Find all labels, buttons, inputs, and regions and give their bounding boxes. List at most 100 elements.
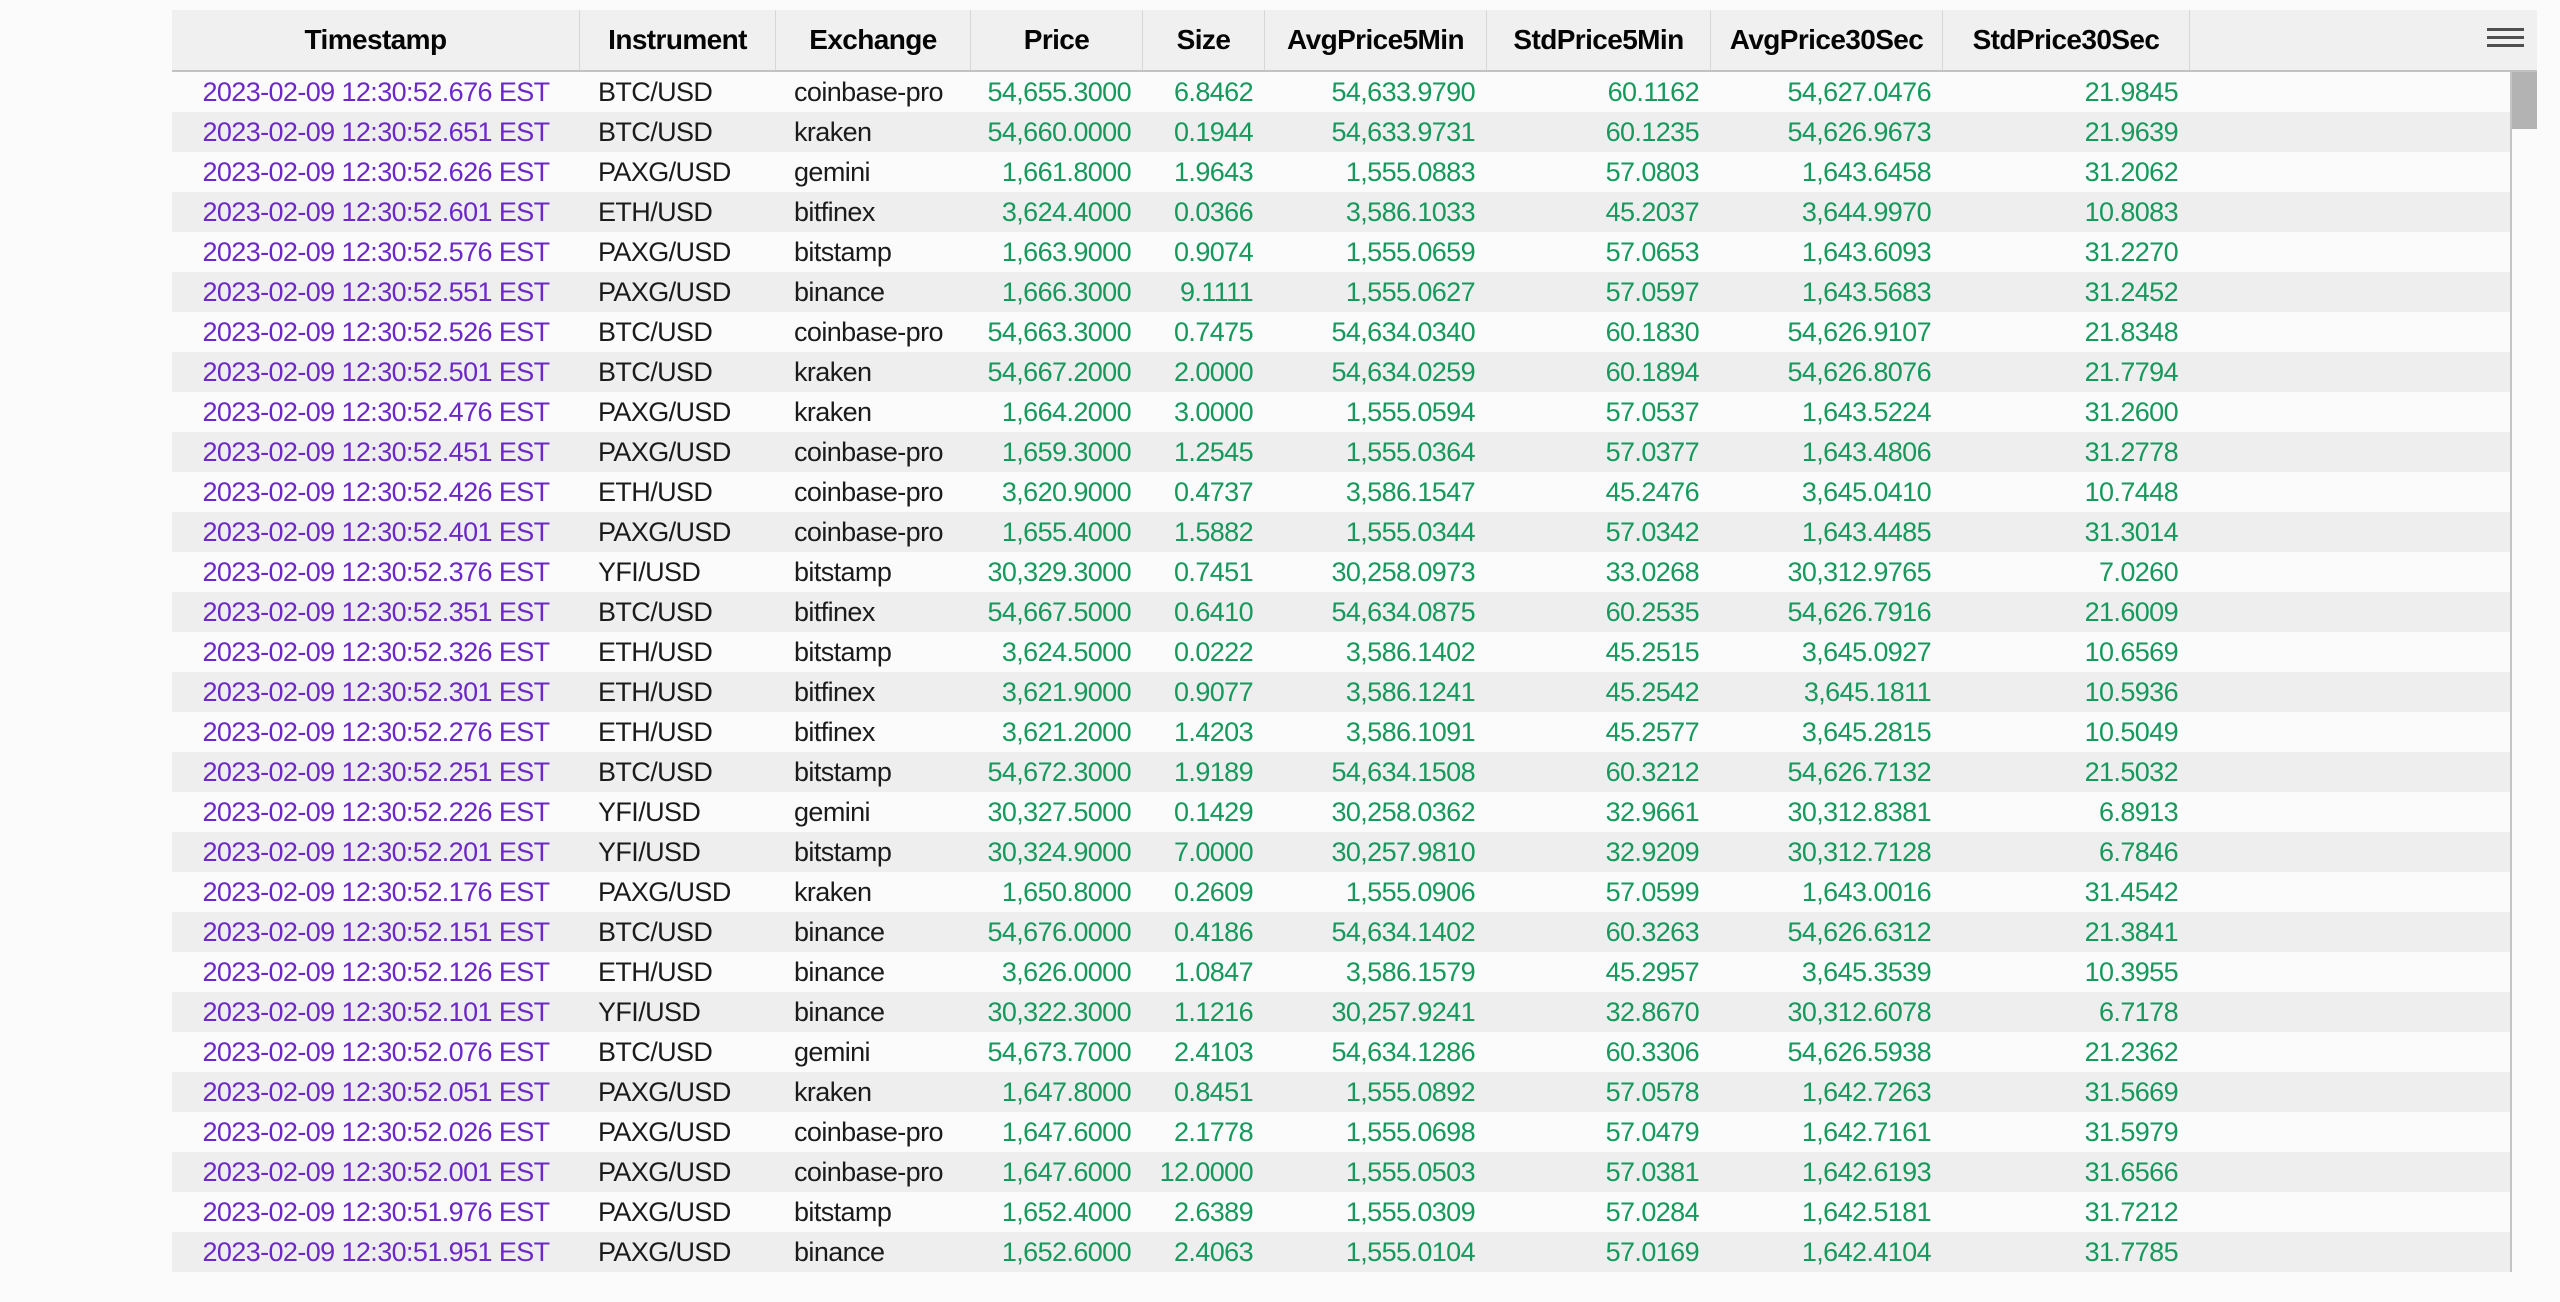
cell-timestamp[interactable]: 2023-02-09 12:30:52.026 EST — [202, 1116, 550, 1147]
table-row[interactable]: 2023-02-09 12:30:51.976 EST PAXG/USD bit… — [172, 1192, 2510, 1232]
table-row[interactable]: 2023-02-09 12:30:52.201 EST YFI/USD bits… — [172, 832, 2510, 872]
table-row[interactable]: 2023-02-09 12:30:52.676 EST BTC/USD coin… — [172, 72, 2510, 112]
cell-timestamp[interactable]: 2023-02-09 12:30:52.126 EST — [202, 956, 550, 987]
cell-size: 0.1429 — [1174, 796, 1254, 827]
cell-timestamp[interactable]: 2023-02-09 12:30:52.501 EST — [202, 356, 550, 387]
cell-price: 54,672.3000 — [987, 756, 1131, 787]
cell-timestamp[interactable]: 2023-02-09 12:30:52.226 EST — [202, 796, 550, 827]
table-row[interactable]: 2023-02-09 12:30:52.626 EST PAXG/USD gem… — [172, 152, 2510, 192]
cell-stdprice5min: 60.1830 — [1605, 316, 1700, 347]
cell-timestamp[interactable]: 2023-02-09 12:30:52.051 EST — [202, 1076, 550, 1107]
table-row[interactable]: 2023-02-09 12:30:52.001 EST PAXG/USD coi… — [172, 1152, 2510, 1192]
cell-timestamp[interactable]: 2023-02-09 12:30:52.276 EST — [202, 716, 550, 747]
cell-instrument: PAXG/USD — [598, 396, 731, 427]
cell-size: 1.2545 — [1174, 436, 1254, 467]
cell-avgprice5min: 54,634.1286 — [1331, 1036, 1475, 1067]
cell-exchange: bitstamp — [794, 1196, 892, 1227]
column-header-avgprice30sec[interactable]: AvgPrice30Sec — [1711, 10, 1943, 70]
table-row[interactable]: 2023-02-09 12:30:52.176 EST PAXG/USD kra… — [172, 872, 2510, 912]
column-header-price[interactable]: Price — [971, 10, 1143, 70]
cell-timestamp[interactable]: 2023-02-09 12:30:51.976 EST — [202, 1196, 550, 1227]
table-row[interactable]: 2023-02-09 12:30:52.651 EST BTC/USD krak… — [172, 112, 2510, 152]
table-row[interactable]: 2023-02-09 12:30:52.326 EST ETH/USD bits… — [172, 632, 2510, 672]
cell-timestamp[interactable]: 2023-02-09 12:30:52.001 EST — [202, 1156, 550, 1187]
cell-timestamp[interactable]: 2023-02-09 12:30:52.626 EST — [202, 156, 550, 187]
table-row[interactable]: 2023-02-09 12:30:52.226 EST YFI/USD gemi… — [172, 792, 2510, 832]
column-header-exchange[interactable]: Exchange — [776, 10, 971, 70]
cell-price: 3,626.0000 — [1001, 956, 1132, 987]
table-row[interactable]: 2023-02-09 12:30:52.401 EST PAXG/USD coi… — [172, 512, 2510, 552]
cell-size: 3.0000 — [1174, 396, 1254, 427]
table-row[interactable]: 2023-02-09 12:30:52.501 EST BTC/USD krak… — [172, 352, 2510, 392]
cell-stdprice5min: 60.1894 — [1605, 356, 1700, 387]
cell-timestamp[interactable]: 2023-02-09 12:30:52.651 EST — [202, 116, 550, 147]
cell-stdprice30sec: 10.6569 — [2084, 636, 2179, 667]
column-header-stdprice30sec[interactable]: StdPrice30Sec — [1943, 10, 2190, 70]
table-row[interactable]: 2023-02-09 12:30:52.376 EST YFI/USD bits… — [172, 552, 2510, 592]
table-row[interactable]: 2023-02-09 12:30:52.101 EST YFI/USD bina… — [172, 992, 2510, 1032]
column-header-stdprice5min[interactable]: StdPrice5Min — [1487, 10, 1711, 70]
hamburger-menu-icon[interactable] — [2487, 26, 2524, 50]
column-header-size[interactable]: Size — [1143, 10, 1265, 70]
cell-timestamp[interactable]: 2023-02-09 12:30:52.401 EST — [202, 516, 550, 547]
table-row[interactable]: 2023-02-09 12:30:52.351 EST BTC/USD bitf… — [172, 592, 2510, 632]
cell-instrument: YFI/USD — [598, 996, 701, 1027]
cell-timestamp[interactable]: 2023-02-09 12:30:52.576 EST — [202, 236, 550, 267]
cell-instrument: PAXG/USD — [598, 1236, 731, 1267]
cell-timestamp[interactable]: 2023-02-09 12:30:52.251 EST — [202, 756, 550, 787]
cell-timestamp[interactable]: 2023-02-09 12:30:52.676 EST — [202, 76, 550, 107]
table-row[interactable]: 2023-02-09 12:30:52.276 EST ETH/USD bitf… — [172, 712, 2510, 752]
table-row[interactable]: 2023-02-09 12:30:52.301 EST ETH/USD bitf… — [172, 672, 2510, 712]
cell-stdprice30sec: 21.8348 — [2084, 316, 2179, 347]
cell-avgprice5min: 3,586.1091 — [1345, 716, 1476, 747]
cell-timestamp[interactable]: 2023-02-09 12:30:52.201 EST — [202, 836, 550, 867]
cell-timestamp[interactable]: 2023-02-09 12:30:52.551 EST — [202, 276, 550, 307]
cell-timestamp[interactable]: 2023-02-09 12:30:52.351 EST — [202, 596, 550, 627]
cell-timestamp[interactable]: 2023-02-09 12:30:52.301 EST — [202, 676, 550, 707]
cell-exchange: coinbase-pro — [794, 516, 944, 547]
column-header-instrument[interactable]: Instrument — [580, 10, 776, 70]
cell-avgprice5min: 3,586.1402 — [1345, 636, 1476, 667]
table-row[interactable]: 2023-02-09 12:30:52.426 EST ETH/USD coin… — [172, 472, 2510, 512]
table-row[interactable]: 2023-02-09 12:30:51.951 EST PAXG/USD bin… — [172, 1232, 2510, 1272]
table-row[interactable]: 2023-02-09 12:30:52.026 EST PAXG/USD coi… — [172, 1112, 2510, 1152]
table-row[interactable]: 2023-02-09 12:30:52.526 EST BTC/USD coin… — [172, 312, 2510, 352]
cell-size: 0.4186 — [1174, 916, 1254, 947]
table-row[interactable]: 2023-02-09 12:30:52.251 EST BTC/USD bits… — [172, 752, 2510, 792]
cell-timestamp[interactable]: 2023-02-09 12:30:52.526 EST — [202, 316, 550, 347]
table-row[interactable]: 2023-02-09 12:30:52.551 EST PAXG/USD bin… — [172, 272, 2510, 312]
cell-filler — [2190, 872, 2510, 912]
cell-timestamp[interactable]: 2023-02-09 12:30:52.426 EST — [202, 476, 550, 507]
table-row[interactable]: 2023-02-09 12:30:52.451 EST PAXG/USD coi… — [172, 432, 2510, 472]
cell-timestamp[interactable]: 2023-02-09 12:30:52.326 EST — [202, 636, 550, 667]
table-row[interactable]: 2023-02-09 12:30:52.051 EST PAXG/USD kra… — [172, 1072, 2510, 1112]
table-row[interactable]: 2023-02-09 12:30:52.076 EST BTC/USD gemi… — [172, 1032, 2510, 1072]
cell-timestamp[interactable]: 2023-02-09 12:30:52.601 EST — [202, 196, 550, 227]
cell-exchange: coinbase-pro — [794, 76, 944, 107]
table-row[interactable]: 2023-02-09 12:30:52.601 EST ETH/USD bitf… — [172, 192, 2510, 232]
hamburger-bar — [2487, 44, 2524, 47]
column-header-timestamp[interactable]: Timestamp — [172, 10, 580, 70]
table-row[interactable]: 2023-02-09 12:30:52.151 EST BTC/USD bina… — [172, 912, 2510, 952]
cell-timestamp[interactable]: 2023-02-09 12:30:52.076 EST — [202, 1036, 550, 1067]
cell-timestamp[interactable]: 2023-02-09 12:30:52.476 EST — [202, 396, 550, 427]
cell-exchange: coinbase-pro — [794, 1156, 944, 1187]
table-row[interactable]: 2023-02-09 12:30:52.576 EST PAXG/USD bit… — [172, 232, 2510, 272]
cell-size: 2.4103 — [1174, 1036, 1254, 1067]
cell-timestamp[interactable]: 2023-02-09 12:30:51.951 EST — [202, 1236, 550, 1267]
cell-price: 54,660.0000 — [987, 116, 1131, 147]
cell-stdprice5min: 57.0381 — [1605, 1156, 1700, 1187]
cell-timestamp[interactable]: 2023-02-09 12:30:52.101 EST — [202, 996, 550, 1027]
cell-timestamp[interactable]: 2023-02-09 12:30:52.176 EST — [202, 876, 550, 907]
vertical-scrollbar-thumb[interactable] — [2512, 72, 2537, 129]
table-row[interactable]: 2023-02-09 12:30:52.126 EST ETH/USD bina… — [172, 952, 2510, 992]
cell-avgprice30sec: 30,312.6078 — [1787, 996, 1931, 1027]
cell-stdprice30sec: 31.5979 — [2084, 1116, 2179, 1147]
column-header-avgprice5min[interactable]: AvgPrice5Min — [1265, 10, 1487, 70]
vertical-scrollbar-track[interactable] — [2512, 72, 2537, 1272]
table-row[interactable]: 2023-02-09 12:30:52.476 EST PAXG/USD kra… — [172, 392, 2510, 432]
cell-timestamp[interactable]: 2023-02-09 12:30:52.376 EST — [202, 556, 550, 587]
cell-exchange: bitfinex — [794, 596, 875, 627]
cell-timestamp[interactable]: 2023-02-09 12:30:52.151 EST — [202, 916, 550, 947]
cell-timestamp[interactable]: 2023-02-09 12:30:52.451 EST — [202, 436, 550, 467]
